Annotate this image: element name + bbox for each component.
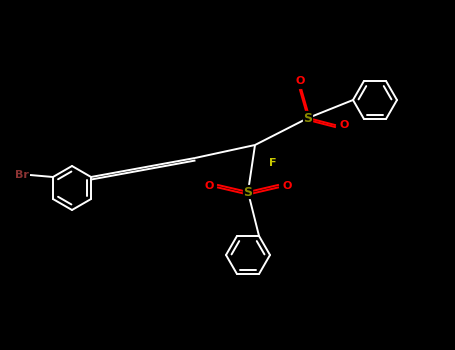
Text: O: O bbox=[295, 76, 305, 86]
Text: O: O bbox=[282, 181, 292, 191]
Text: S: S bbox=[243, 186, 253, 198]
Text: Br: Br bbox=[15, 170, 29, 180]
Text: O: O bbox=[204, 181, 214, 191]
Text: S: S bbox=[303, 112, 313, 125]
Text: F: F bbox=[269, 158, 277, 168]
Text: O: O bbox=[339, 120, 349, 130]
